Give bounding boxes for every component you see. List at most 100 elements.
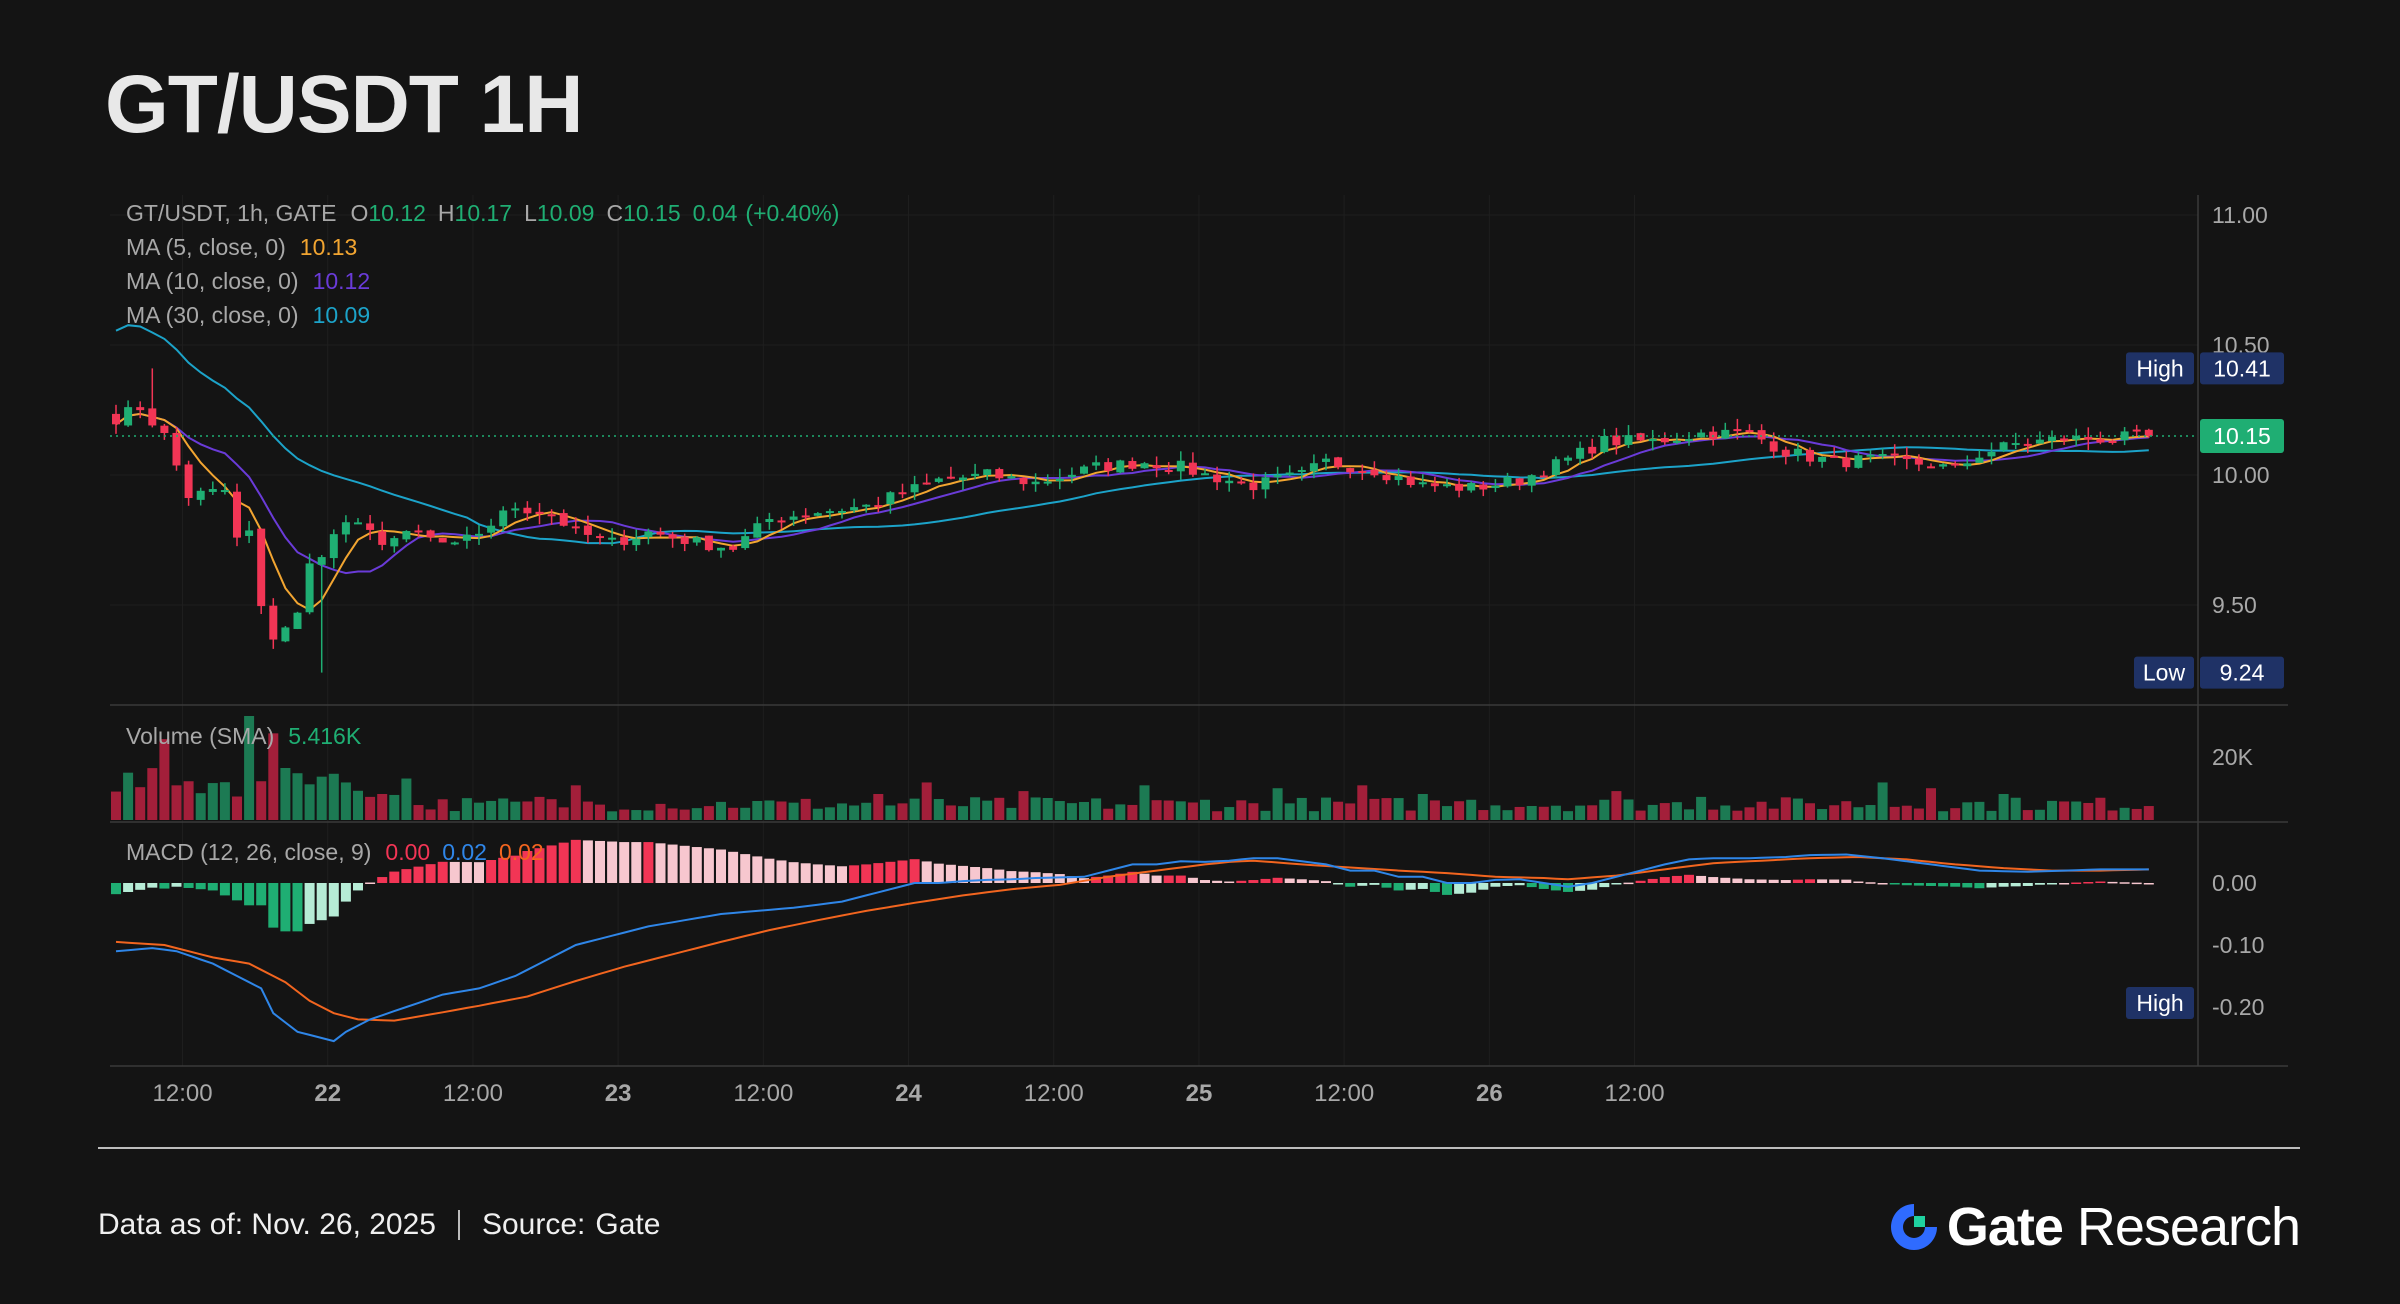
macd-hist-bar (219, 883, 230, 896)
volume-bar (788, 802, 799, 820)
volume-bar (631, 810, 642, 820)
macd-hist-bar (861, 864, 872, 883)
volume-bar (1454, 801, 1465, 820)
volume-bar (2095, 797, 2106, 820)
volume-bar (1381, 798, 1392, 820)
macd-hist-bar (595, 840, 605, 883)
candle-body (1019, 477, 1028, 485)
candle-body (257, 528, 266, 607)
macd-hist-bar (570, 839, 581, 883)
volume-bar (1913, 808, 1924, 820)
candle-body (2096, 439, 2105, 443)
candle-up (2035, 431, 2044, 444)
volume-bar (1647, 804, 1658, 820)
volume-bar (970, 797, 981, 820)
ma30-legend: MA (30, close, 0) 10.09 (126, 302, 370, 328)
macd-hist-bar (328, 883, 339, 917)
candle-down (233, 483, 241, 547)
macd-hist-bar (353, 883, 363, 891)
candle-up (499, 506, 508, 532)
volume-bar (1538, 806, 1549, 820)
volume-bar (1950, 808, 1961, 820)
volume-bar (1054, 801, 1065, 820)
candle-up (390, 535, 399, 553)
candle-down (583, 515, 592, 544)
time-axis-label: 12:00 (443, 1080, 503, 1107)
candle-up (402, 530, 411, 543)
volume-bar (365, 796, 376, 820)
volume-bar (1272, 788, 1283, 820)
high-price-tag: High 10.41 (2126, 352, 2284, 385)
macd-hist-bar (159, 883, 170, 889)
volume-bar (1514, 806, 1525, 820)
candle-body (1902, 455, 1911, 460)
volume-bar (546, 799, 557, 820)
volume-bar (1696, 796, 1707, 820)
volume-bar (389, 794, 400, 820)
macd-hist-bar (183, 883, 194, 888)
time-axis-label: 12:00 (1024, 1080, 1084, 1107)
volume-bar (1139, 785, 1150, 820)
panel-separators (110, 195, 2288, 1067)
change-value: 0.04 (693, 200, 738, 226)
macd-hist-bar (1720, 877, 1731, 883)
macd-hist-bar (1926, 883, 1936, 886)
volume-bar (1260, 810, 1271, 820)
candle-up (1176, 451, 1185, 480)
candle-body (632, 538, 641, 546)
candle-body (124, 407, 133, 426)
candle-up (245, 520, 254, 544)
candle-body (813, 513, 822, 516)
candle-body (571, 526, 580, 529)
volume-bar (1018, 791, 1029, 820)
time-axis-label: 22 (314, 1080, 341, 1107)
candle-up (2011, 432, 2020, 449)
candle-down (777, 517, 786, 530)
candle-body (717, 547, 725, 551)
candle-body (1890, 453, 1899, 456)
candle-body (160, 425, 169, 434)
candle-body (1612, 435, 1621, 446)
candle-down (1914, 454, 1923, 472)
volume-bar (945, 805, 956, 820)
candle-up (1443, 478, 1451, 488)
candle-up (1273, 466, 1282, 484)
volume-bar (1720, 805, 1731, 820)
time-axis-label: 12:00 (1605, 1080, 1665, 1107)
candle-up (1140, 461, 1149, 469)
candle-up (124, 400, 133, 427)
ma10-value: 10.12 (313, 268, 371, 294)
source-label: Source: (481, 1208, 586, 1241)
candle-body (620, 537, 629, 545)
candle-body (1624, 435, 1633, 445)
candle-body (1031, 481, 1040, 485)
candle-down (946, 466, 955, 480)
macd-hist-bar (2083, 882, 2094, 884)
volume-bar (909, 798, 920, 820)
candle-down (1745, 424, 1754, 433)
macd-hist-bar (2034, 883, 2045, 885)
volume-bar (316, 776, 327, 820)
candle-body (1322, 458, 1330, 462)
candle-body (1539, 475, 1548, 478)
macd-hist-bar (1296, 879, 1307, 883)
ma10-label: MA (10, close, 0) (126, 268, 299, 294)
macd-hist-bar (885, 861, 896, 883)
volume-bar (1006, 807, 1017, 820)
candle-up (475, 524, 483, 545)
macd-hist-bar (1889, 883, 1900, 885)
candle-down (1515, 477, 1524, 491)
time-axis-label: 12:00 (733, 1080, 793, 1107)
volume-bar (1478, 810, 1489, 820)
volume-bar (1623, 799, 1634, 820)
candle-down (1406, 471, 1415, 488)
volume-bar (1865, 805, 1876, 820)
candle-up (2072, 428, 2081, 447)
macd-hist-bar (1212, 880, 1223, 883)
candle-up (910, 475, 919, 500)
macd-hist-bar (1877, 883, 1888, 885)
volume-bar (1393, 798, 1404, 820)
candle-up (983, 468, 992, 480)
